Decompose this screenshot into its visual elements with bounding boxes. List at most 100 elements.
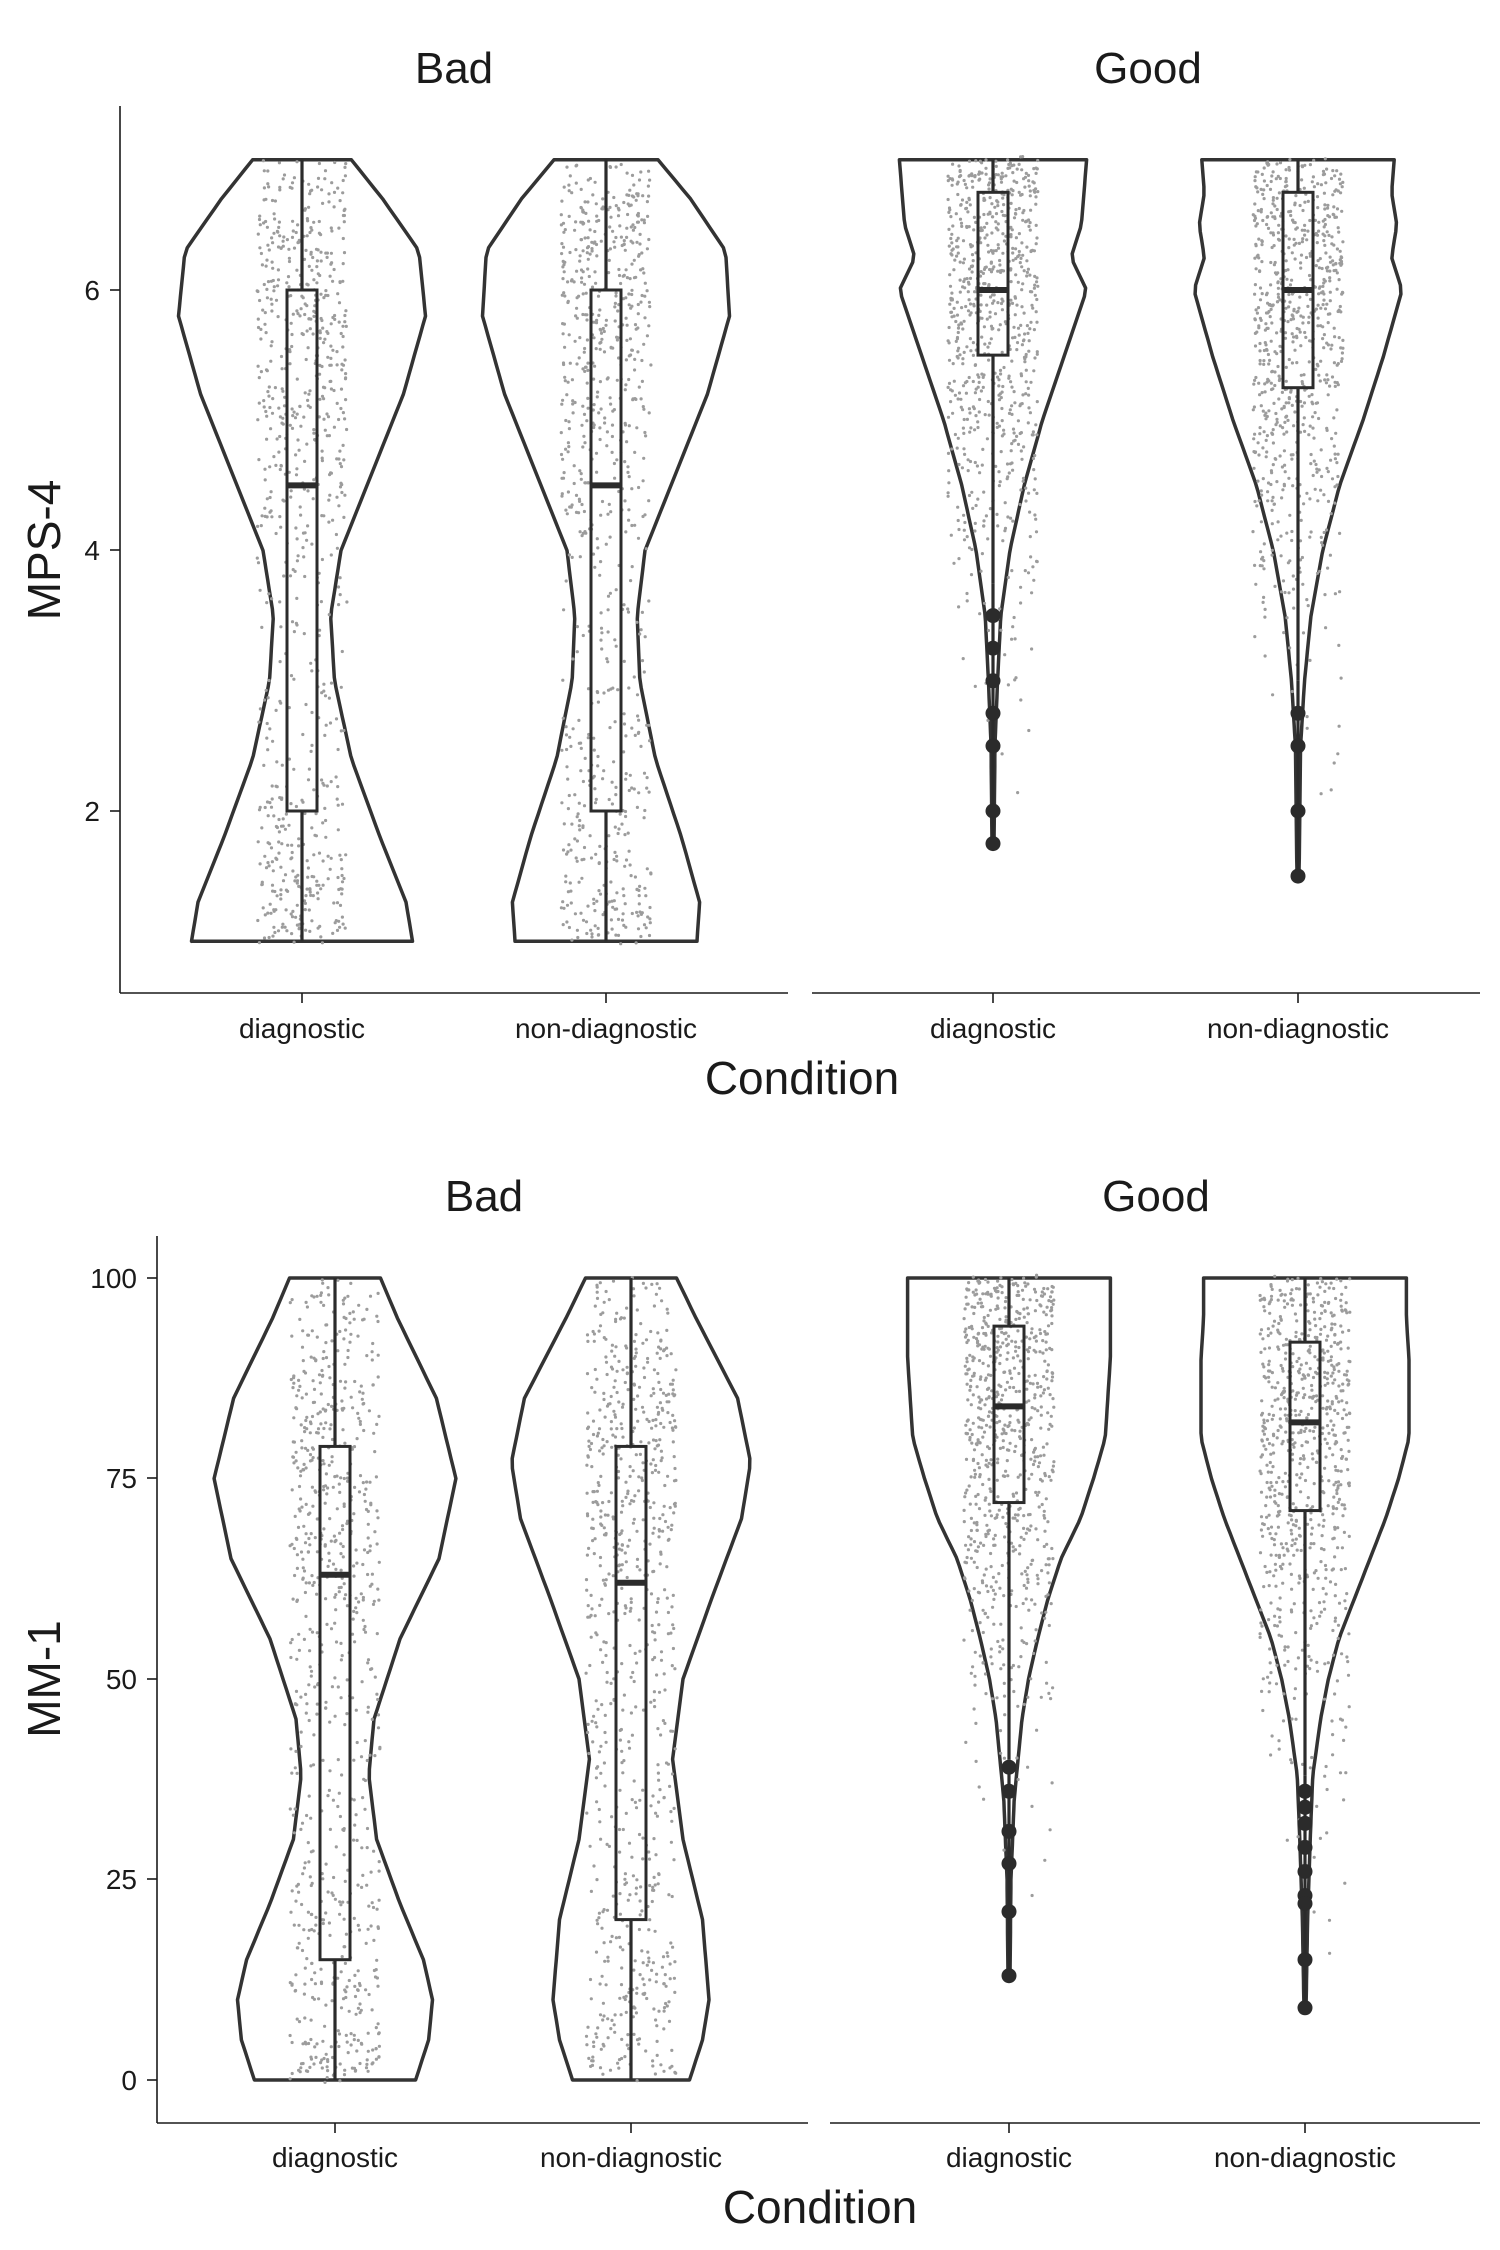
jitter-point: [301, 1329, 305, 1333]
jitter-point: [567, 420, 571, 424]
panel-title-bad: Bad: [415, 44, 493, 93]
jitter-point: [1271, 441, 1275, 445]
jitter-point: [312, 853, 316, 857]
jitter-point: [294, 1536, 298, 1540]
jitter-point: [608, 165, 613, 169]
jitter-point: [308, 929, 312, 934]
jitter-point: [612, 240, 616, 244]
jitter-point: [1261, 218, 1265, 223]
jitter-point: [590, 285, 595, 289]
jitter-point: [630, 1798, 634, 1802]
panel-title-bad: Bad: [445, 1172, 523, 1221]
jitter-point: [372, 1431, 376, 1435]
jitter-point: [1256, 190, 1260, 194]
jitter-point: [988, 341, 992, 345]
jitter-point: [1330, 343, 1334, 347]
jitter-point: [328, 1769, 332, 1773]
jitter-point: [633, 523, 637, 527]
jitter-point: [1044, 1594, 1048, 1598]
jitter-point: [998, 1327, 1002, 1331]
jitter-point: [990, 1662, 994, 1666]
jitter-point: [666, 1411, 670, 1415]
jitter-point: [1329, 511, 1333, 516]
jitter-point: [563, 345, 567, 349]
jitter-point: [623, 902, 627, 906]
jitter-point: [996, 222, 1000, 226]
jitter-point: [373, 1754, 377, 1758]
jitter-point: [652, 1391, 656, 1395]
jitter-point: [624, 1495, 628, 1499]
jitter-point: [1269, 211, 1273, 215]
jitter-point: [998, 607, 1002, 611]
jitter-point: [623, 1611, 627, 1616]
jitter-point: [346, 1348, 350, 1353]
jitter-point: [657, 1623, 661, 1627]
jitter-point: [262, 169, 266, 173]
jitter-point: [360, 1680, 364, 1684]
jitter-point: [614, 204, 618, 208]
jitter-point: [572, 280, 576, 284]
jitter-point: [1300, 165, 1305, 169]
jitter-point: [604, 1740, 608, 1744]
jitter-point: [601, 1578, 606, 1582]
jitter-point: [1033, 1393, 1037, 1397]
jitter-point: [992, 299, 996, 303]
jitter-point: [592, 774, 596, 778]
jitter-point: [610, 1349, 614, 1353]
jitter-point: [324, 1911, 328, 1915]
jitter-point: [634, 2011, 639, 2015]
jitter-point: [1006, 475, 1010, 479]
jitter-point: [1318, 285, 1322, 289]
jitter-point: [1278, 161, 1283, 165]
jitter-point: [648, 921, 652, 925]
jitter-point: [361, 1873, 365, 1877]
jitter-point: [657, 1470, 661, 1474]
jitter-point: [1035, 297, 1039, 302]
jitter-point: [949, 310, 953, 314]
jitter-point: [353, 1994, 358, 1999]
jitter-point: [604, 318, 609, 322]
jitter-point: [1335, 461, 1339, 465]
jitter-point: [664, 1984, 668, 1988]
jitter-point: [336, 186, 340, 190]
jitter-point: [1258, 349, 1262, 353]
jitter-point: [266, 814, 270, 818]
jitter-point: [1270, 499, 1274, 503]
jitter-point: [1303, 223, 1307, 227]
jitter-point: [337, 320, 341, 324]
jitter-point: [650, 1426, 654, 1430]
jitter-point: [625, 1924, 629, 1928]
jitter-point: [1318, 257, 1322, 261]
jitter-point: [292, 677, 296, 681]
jitter-point: [572, 481, 576, 486]
jitter-point: [1337, 724, 1341, 728]
jitter-point: [257, 401, 261, 405]
jitter-point: [1335, 271, 1339, 275]
jitter-point: [1298, 430, 1303, 434]
jitter-point: [582, 434, 586, 438]
jitter-point: [337, 226, 341, 230]
jitter-point: [1335, 287, 1339, 291]
jitter-point: [318, 273, 322, 278]
jitter-point: [578, 555, 582, 559]
jitter-point: [633, 1651, 637, 1655]
jitter-point: [591, 1517, 595, 1521]
jitter-point: [1303, 228, 1307, 232]
jitter-point: [617, 2066, 621, 2070]
jitter-point: [965, 1488, 969, 1492]
jitter-point: [1332, 416, 1336, 420]
jitter-point: [671, 1945, 675, 1949]
jitter-point: [584, 1578, 589, 1582]
jitter-point: [617, 827, 621, 831]
jitter-point: [619, 281, 623, 286]
jitter-point: [598, 426, 602, 430]
jitter-point: [979, 303, 983, 307]
jitter-point: [1300, 228, 1304, 232]
jitter-point: [653, 1929, 657, 1933]
jitter-point: [305, 887, 309, 891]
jitter-point: [320, 2058, 324, 2062]
jitter-point: [1024, 1400, 1028, 1404]
jitter-point: [294, 804, 298, 809]
jitter-point: [1312, 158, 1316, 162]
jitter-point: [329, 681, 334, 685]
